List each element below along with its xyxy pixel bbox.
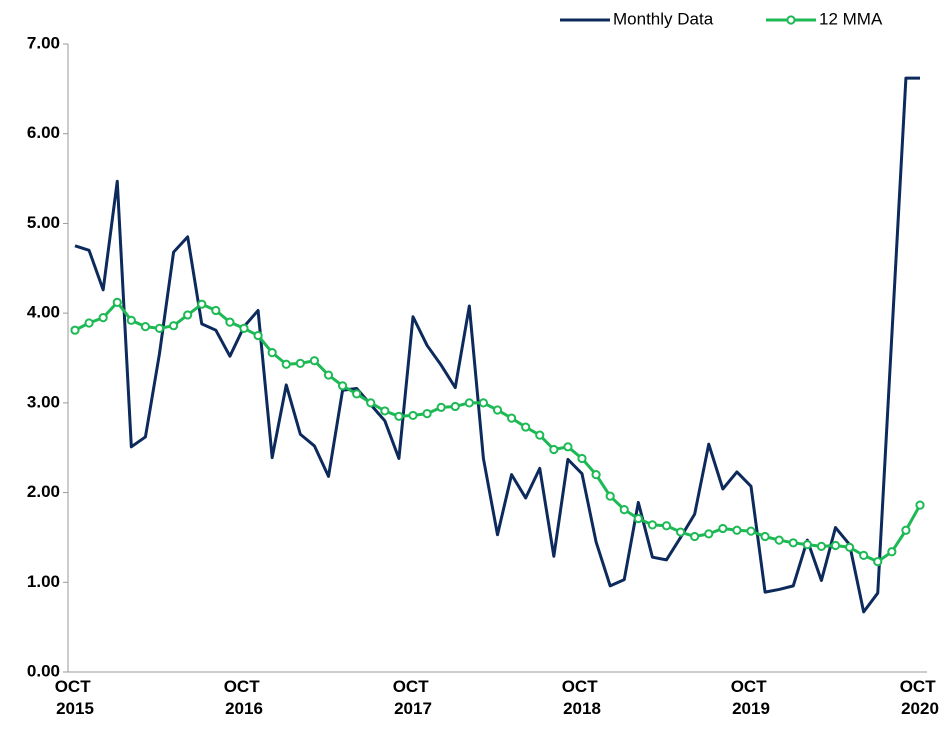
series-marker [309,356,320,366]
series-marker [98,313,108,323]
series-marker [521,422,531,432]
series-marker [84,318,94,328]
y-tick-label: 7.00 [27,33,60,52]
series-marker [690,531,700,542]
series-marker [675,527,686,537]
y-tick-label: 5.00 [27,213,60,232]
y-tick-label: 2.00 [27,482,60,501]
series-marker [830,540,841,551]
series-marker [647,520,658,530]
series-marker [802,540,812,550]
series-marker [901,525,911,535]
x-tick-label: OCT 2015 [55,677,96,718]
x-tick-label: OCT 2016 [224,677,265,718]
series-marker [366,398,376,408]
series-marker [140,322,151,332]
series-marker [535,430,545,440]
series-marker [154,323,165,333]
series-marker [422,409,432,419]
series-marker [774,535,784,545]
series-marker [211,305,221,316]
series-marker [225,317,235,327]
series-marker [183,310,193,320]
series-marker [844,542,855,552]
series-marker [168,321,179,331]
series-marker [478,398,489,408]
series-marker [112,297,122,307]
series-marker [633,513,643,524]
series-marker [464,398,474,408]
series-marker [492,405,503,415]
y-tick-label: 3.00 [27,392,60,411]
series-marker [323,370,334,380]
series-marker [887,547,897,557]
series-marker [577,453,587,464]
series-marker [394,411,404,421]
series-marker [873,557,883,567]
series-marker [380,406,390,416]
x-tick-label: OCT 2020 [900,677,941,718]
series-marker [746,526,756,536]
y-tick-label: 1.00 [27,572,60,591]
y-tick-label: 6.00 [27,123,60,142]
series-marker [661,521,672,531]
series-marker [563,442,573,452]
x-tick-label: OCT 2017 [393,677,434,718]
series-marker [70,325,80,335]
series-marker [253,330,263,341]
series-marker [788,538,798,548]
series-marker [760,531,770,542]
series-marker [549,444,559,455]
legend-label: Monthly Data [613,9,714,28]
y-tick-label: 0.00 [27,661,60,680]
series-marker [704,529,714,539]
legend-item: Monthly Data [560,9,714,28]
series-marker [915,500,925,510]
series-marker [126,315,136,325]
series-marker [239,323,249,333]
series-marker [197,299,207,309]
series-marker [408,410,418,421]
legend-marker [786,15,796,25]
series-line [74,76,920,614]
series-marker [591,470,601,480]
legend-item: 12 MMA [766,9,883,28]
series-marker [605,491,615,501]
series-marker [281,359,291,369]
series-marker [267,348,277,358]
series-marker [859,550,869,560]
series-line [74,300,922,564]
series-marker [295,358,305,368]
series-marker [816,541,827,552]
series-marker [436,402,446,412]
series-marker [732,525,742,535]
series-marker [352,389,362,399]
x-tick-label: OCT 2018 [562,677,603,718]
series-marker [619,505,629,515]
series-marker [718,523,728,534]
series-marker [506,413,517,423]
y-tick-label: 4.00 [27,303,60,322]
x-tick-label: OCT 2019 [731,677,772,718]
legend-label: 12 MMA [819,9,883,28]
series-marker [450,401,460,412]
series-marker [337,381,348,391]
